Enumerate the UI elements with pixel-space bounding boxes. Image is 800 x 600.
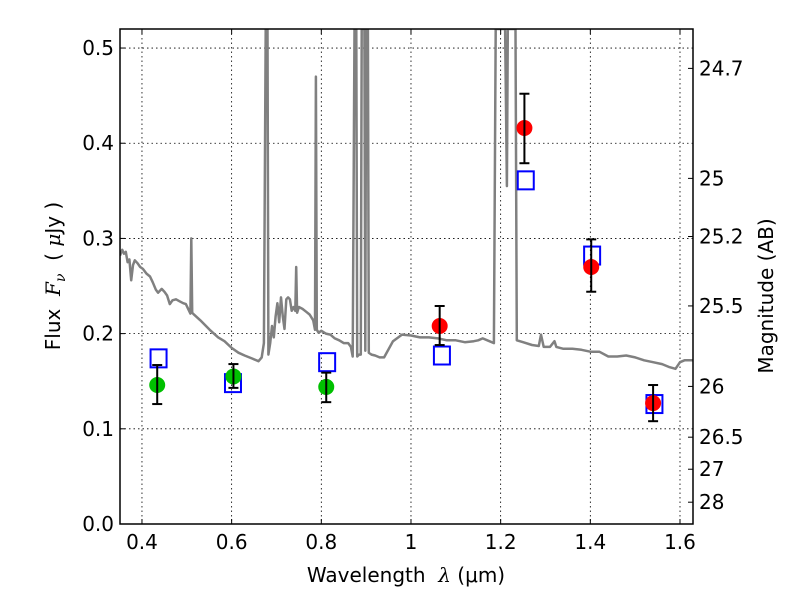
y2-tick-label: 25.2 — [699, 225, 744, 249]
y-tick-label: 0.4 — [82, 131, 114, 155]
y-axis-label-unit-symbol: μ — [41, 234, 65, 247]
y-axis: 0.0 0.1 0.2 0.3 0.4 0.5 — [82, 36, 125, 536]
model-photometry-square — [318, 352, 337, 373]
plot-frame — [119, 28, 694, 525]
y-tick-label: 0.3 — [82, 226, 114, 250]
y2-axis: 24.7 25 25.2 25.5 26 26.5 27 28 — [688, 56, 744, 514]
x-tick-label: 0.6 — [216, 530, 248, 554]
y-axis-label-prefix: Flux — [41, 296, 65, 350]
y2-tick-label: 25 — [699, 166, 724, 190]
y-axis-label: Flux Fν ( μJy ) — [41, 202, 69, 350]
y-axis-label-sub: ν — [53, 273, 69, 282]
x-axis-label: Wavelength λ (μm) — [307, 563, 505, 587]
y2-tick-label: 26.5 — [699, 425, 744, 449]
x-axis-label-suffix: (μm) — [451, 563, 505, 587]
model-photometry-square — [432, 345, 451, 366]
x-tick-label: 0.4 — [126, 530, 158, 554]
spectrum-layer — [120, 29, 693, 371]
model-photometry-square — [149, 348, 168, 369]
y-axis-label-unit: Jy ) — [41, 202, 65, 236]
y-axis-label-mid: ( — [41, 247, 65, 274]
observed-points-layer — [149, 92, 662, 423]
y2-tick-label: 28 — [699, 490, 724, 514]
spectrum-line — [120, 29, 693, 371]
y2-tick-label: 26 — [699, 374, 724, 398]
x-tick-label: 1.4 — [574, 530, 606, 554]
x-tick-label: 0.8 — [305, 530, 337, 554]
y-tick-label: 0.0 — [82, 512, 114, 536]
x-axis-label-symbol: λ — [437, 563, 451, 587]
y2-tick-label: 25.5 — [699, 294, 744, 318]
x-tick-label: 1.6 — [664, 530, 696, 554]
y-axis-label-symbol: F — [41, 281, 65, 297]
x-tick-label: 1.2 — [485, 530, 517, 554]
x-tick-label: 1 — [405, 530, 418, 554]
y2-tick-label: 24.7 — [699, 56, 744, 80]
y-tick-label: 0.5 — [82, 36, 114, 60]
y2-axis-label: Magnitude (AB) — [754, 218, 778, 373]
x-axis-label-prefix: Wavelength — [307, 563, 438, 587]
x-axis: 0.4 0.6 0.8 1 1.2 1.4 1.6 — [126, 29, 696, 554]
y-tick-label: 0.1 — [82, 417, 114, 441]
model-photometry-square — [516, 170, 535, 191]
y2-tick-label: 27 — [699, 457, 724, 481]
y-tick-label: 0.2 — [82, 322, 114, 346]
